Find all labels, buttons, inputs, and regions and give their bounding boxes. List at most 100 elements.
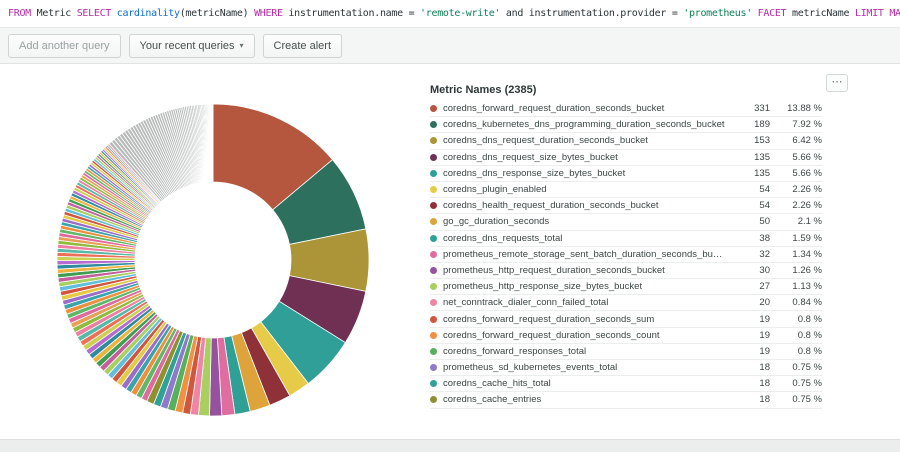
metric-cardinality: 331 xyxy=(754,103,770,115)
query-token: = xyxy=(408,8,415,19)
metric-cardinality: 50 xyxy=(759,216,770,228)
series-color-dot xyxy=(430,283,437,291)
table-row[interactable]: net_conntrack_dialer_conn_failed_total 20… xyxy=(430,295,822,312)
recent-queries-label: Your recent queries xyxy=(139,39,235,52)
metric-name: prometheus_http_response_size_bytes_buck… xyxy=(443,281,643,293)
table-row[interactable]: coredns_dns_request_size_bytes_bucket 135… xyxy=(430,150,822,166)
table-row[interactable]: coredns_health_request_duration_seconds_… xyxy=(430,198,822,215)
metric-percent: 1.34 % xyxy=(792,248,822,260)
metric-name: prometheus_remote_storage_sent_batch_dur… xyxy=(443,248,726,260)
metric-cardinality: 18 xyxy=(759,378,770,390)
legend-rows: coredns_forward_request_duration_seconds… xyxy=(430,101,822,409)
table-row[interactable]: coredns_forward_request_duration_seconds… xyxy=(430,311,822,328)
nrql-query-bar[interactable]: FROM Metric SELECT cardinality(metricNam… xyxy=(0,0,900,28)
table-row[interactable]: coredns_dns_request_duration_seconds_buc… xyxy=(430,133,822,150)
table-row[interactable]: coredns_kubernetes_dns_programming_durat… xyxy=(430,117,822,134)
metric-name: coredns_dns_request_size_bytes_bucket xyxy=(443,151,618,163)
metric-cardinality: 27 xyxy=(759,281,770,293)
query-token: (metricName) xyxy=(179,8,249,19)
table-row[interactable]: go_gc_duration_seconds 50 2.1 % xyxy=(430,214,822,231)
table-row[interactable]: coredns_forward_request_duration_seconds… xyxy=(430,101,822,118)
series-color-dot xyxy=(430,396,437,404)
query-token: instrumentation.name xyxy=(288,8,403,19)
query-token: instrumentation.provider xyxy=(528,8,667,19)
add-another-query-button[interactable]: Add another query xyxy=(8,33,121,58)
table-row[interactable]: coredns_plugin_enabled 54 2.26 % xyxy=(430,182,822,199)
table-row[interactable]: prometheus_http_response_size_bytes_buck… xyxy=(430,279,822,296)
metric-cardinality: 38 xyxy=(759,232,770,244)
series-color-dot xyxy=(430,202,437,210)
chart-card: Metric Names (2385) coredns_forward_requ… xyxy=(0,64,900,440)
series-color-dot xyxy=(430,266,437,274)
metric-percent: 7.92 % xyxy=(792,119,822,131)
metric-percent: 0.8 % xyxy=(797,329,822,341)
metric-cardinality: 189 xyxy=(754,119,770,131)
metric-cardinality: 18 xyxy=(759,362,770,374)
query-token: and xyxy=(505,8,524,19)
metric-name: go_gc_duration_seconds xyxy=(443,216,550,228)
series-color-dot xyxy=(430,347,437,355)
series-color-dot xyxy=(430,137,437,145)
metric-percent: 2.26 % xyxy=(792,200,822,212)
create-alert-button[interactable]: Create alert xyxy=(262,33,343,58)
table-row[interactable]: prometheus_sd_kubernetes_events_total 18 0… xyxy=(430,360,822,377)
query-token: 'remote-write' xyxy=(420,8,501,19)
series-color-dot xyxy=(430,234,437,242)
recent-queries-button[interactable]: Your recent queries ▾ xyxy=(128,33,255,58)
query-token: FACET xyxy=(757,8,787,19)
series-color-dot xyxy=(430,315,437,323)
metric-cardinality: 19 xyxy=(759,329,770,341)
metric-name: coredns_forward_request_duration_seconds… xyxy=(443,329,660,341)
metric-name: coredns_plugin_enabled xyxy=(443,184,547,196)
metric-cardinality: 30 xyxy=(759,264,770,276)
metric-name: coredns_health_request_duration_seconds_… xyxy=(443,200,659,212)
series-color-dot xyxy=(430,250,437,258)
table-row[interactable]: coredns_forward_request_duration_seconds… xyxy=(430,328,822,344)
metric-percent: 0.84 % xyxy=(792,297,822,309)
metric-name: coredns_dns_response_size_bytes_bucket xyxy=(443,167,626,179)
series-color-dot xyxy=(430,153,437,161)
metric-name: coredns_cache_hits_total xyxy=(443,378,551,390)
query-token: FROM xyxy=(8,8,31,19)
query-token: SELECT xyxy=(76,8,112,19)
series-color-dot xyxy=(430,380,437,388)
metric-percent: 2.1 % xyxy=(797,216,822,228)
query-token: 'prometheus' xyxy=(683,8,752,19)
table-row[interactable]: prometheus_remote_storage_sent_batch_dur… xyxy=(430,247,822,263)
ellipsis-menu-icon[interactable]: ⋯ xyxy=(826,74,848,92)
table-row[interactable]: coredns_cache_hits_total 18 0.75 % xyxy=(430,376,822,393)
table-row[interactable]: coredns_dns_requests_total 38 1.59 % xyxy=(430,231,822,247)
series-color-dot xyxy=(430,331,437,339)
chevron-down-icon: ▾ xyxy=(239,41,244,50)
metric-cardinality: 54 xyxy=(759,200,770,212)
donut-chart[interactable] xyxy=(0,64,430,432)
metric-name: coredns_dns_request_duration_seconds_buc… xyxy=(443,135,648,147)
table-row[interactable]: coredns_dns_response_size_bytes_bucket 13… xyxy=(430,166,822,182)
metric-cardinality: 19 xyxy=(759,313,770,325)
metric-percent: 0.75 % xyxy=(792,394,822,406)
metric-cardinality: 18 xyxy=(759,394,770,406)
legend-title: Metric Names (2385) xyxy=(430,84,537,96)
table-row[interactable]: coredns_forward_responses_total 19 0.8 % xyxy=(430,344,822,360)
query-toolbar: Add another query Your recent queries ▾ … xyxy=(0,28,900,64)
table-row[interactable]: prometheus_http_request_duration_seconds… xyxy=(430,263,822,280)
metric-name: coredns_cache_entries xyxy=(443,394,542,406)
metric-cardinality: 135 xyxy=(754,151,770,163)
metric-cardinality: 54 xyxy=(759,184,770,196)
metric-name: prometheus_sd_kubernetes_events_total xyxy=(443,362,618,374)
query-token: metricName xyxy=(792,8,850,19)
series-color-dot xyxy=(430,364,437,372)
metric-cardinality: 32 xyxy=(759,248,770,260)
query-token: LIMIT xyxy=(854,8,884,19)
metric-percent: 1.13 % xyxy=(792,281,822,293)
table-row[interactable]: coredns_cache_entries 18 0.75 % xyxy=(430,392,822,409)
donut-slice[interactable] xyxy=(211,103,214,183)
legend-panel: Metric Names (2385) coredns_forward_requ… xyxy=(430,64,822,440)
metric-percent: 0.8 % xyxy=(797,345,822,357)
series-color-dot xyxy=(430,105,437,113)
metric-percent: 2.26 % xyxy=(792,184,822,196)
metric-name: coredns_forward_request_duration_seconds… xyxy=(443,103,665,115)
metric-cardinality: 20 xyxy=(759,297,770,309)
metric-cardinality: 153 xyxy=(754,135,770,147)
metric-percent: 6.42 % xyxy=(792,135,822,147)
